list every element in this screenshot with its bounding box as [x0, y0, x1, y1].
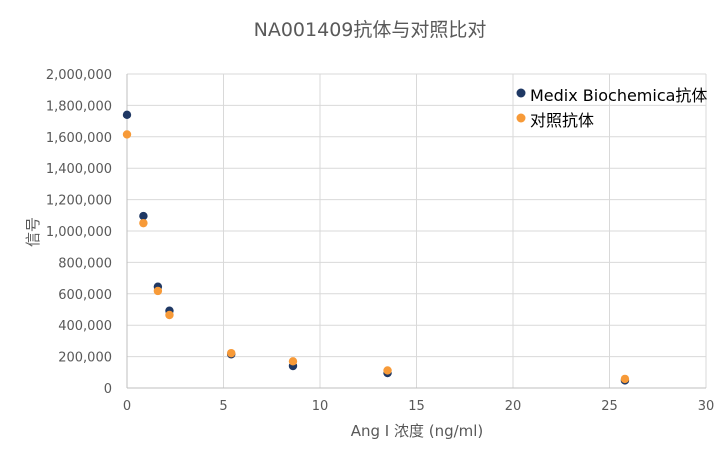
chart-title: NA001409抗体与对照比对 — [254, 19, 487, 41]
data-point-control — [227, 348, 236, 358]
x-tick-label: 5 — [219, 399, 227, 414]
legend-marker-control — [516, 113, 526, 123]
x-tick-label: 25 — [601, 399, 618, 414]
y-axis-label: 信号 — [24, 217, 42, 247]
data-point-medix — [122, 110, 132, 120]
y-tick-label: 0 — [104, 382, 112, 397]
x-tick-label: 30 — [698, 399, 715, 414]
y-tick-label: 2,000,000 — [46, 68, 112, 83]
y-tick-label: 1,200,000 — [46, 194, 112, 209]
grid — [127, 73, 707, 388]
legend-label-control: 对照抗体 — [530, 111, 594, 130]
y-tick-label: 1,400,000 — [46, 162, 112, 177]
x-tick-label: 15 — [408, 399, 425, 414]
y-tick-label: 200,000 — [58, 351, 112, 366]
data-point-control — [139, 218, 148, 228]
y-tick-label: 1,600,000 — [46, 131, 112, 146]
data-point-control — [165, 310, 174, 320]
data-point-control — [288, 357, 298, 366]
y-tick-label: 600,000 — [58, 288, 112, 303]
data-points — [122, 110, 630, 385]
data-point-control — [122, 130, 132, 139]
y-tick-label: 400,000 — [58, 319, 112, 334]
x-tick-label: 10 — [312, 399, 329, 414]
x-tick-label: 20 — [505, 399, 522, 414]
y-tick-label: 800,000 — [58, 256, 112, 271]
data-point-control — [383, 366, 392, 375]
data-point-control — [620, 374, 630, 384]
legend-label-medix: Medix Biochemica抗体 — [530, 86, 707, 105]
x-tick-label: 0 — [123, 399, 131, 414]
y-tick-label: 1,800,000 — [46, 99, 112, 114]
tick-labels: 0 200,000 400,000 600,000 800,000 1,000,000 1,… — [46, 68, 714, 414]
legend-marker-medix — [516, 88, 526, 98]
y-tick-label: 1,000,000 — [46, 225, 112, 240]
legend: Medix Biochemica抗体 对照抗体 — [516, 86, 707, 130]
axes — [126, 74, 706, 389]
data-point-control — [153, 286, 163, 296]
x-axis-label: Ang I 浓度 (ng/ml) — [351, 422, 484, 440]
data-point-medix — [139, 211, 148, 221]
